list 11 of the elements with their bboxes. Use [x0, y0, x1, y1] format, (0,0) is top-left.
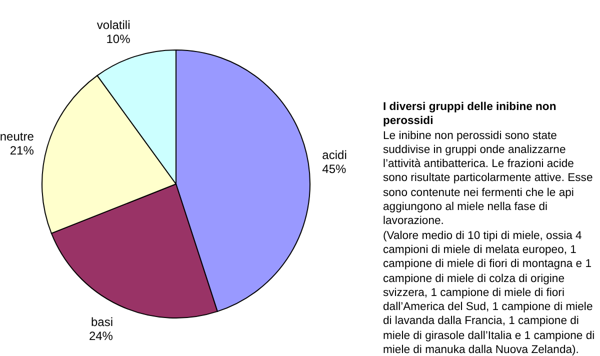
- data-label: 10%: [106, 32, 131, 46]
- text: I diversi gruppi delle inibine non perossidi: [383, 100, 558, 129]
- slice-label: acidi: [322, 148, 347, 162]
- slice-label: volatili: [96, 18, 130, 32]
- text: Le inibine non perossidi sono state suddivise in gruppi onde analizzarne l’attività antibatterica. Le frazioni acide sono risultate particolarmente attive. Esse sono contenute nei fermenti che le api aggiungono al miele nella fase di lavorazione.: [383, 128, 594, 229]
- data-label: 21%: [10, 144, 34, 158]
- slice-label: neutre: [0, 130, 34, 144]
- data-label: 24%: [88, 328, 114, 343]
- data-label: 45%: [322, 162, 347, 176]
- slice-label: basi: [90, 314, 113, 329]
- text: (Valore medio di 10 tipi di miele, ossia 4 campioni di miele di melata europeo, 1 campione di miele di fiori di montagna e 1 campione di miele di colza di origine svizzera, 1 campione di miele di fiori dall’America del Sud, 1 campione di miele di lavanda dalla Francia, 1 campione di miele di girasole dall’Italia e 1 campione di miele di manuka dalla Nuova Zelanda).: [383, 230, 595, 356]
